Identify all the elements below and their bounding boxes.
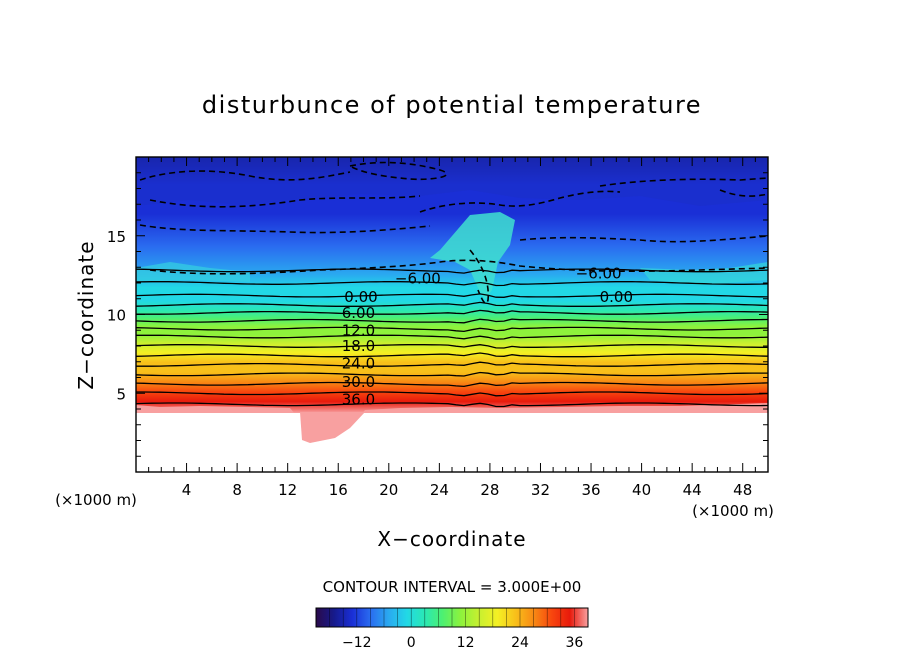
- isoline: [136, 371, 768, 377]
- x-axis: 4 8 12 16 20 24 28 32 36 40 44 48: [148, 157, 756, 499]
- contour-interval-text: CONTOUR INTERVAL = 3.000E+00: [323, 578, 582, 596]
- contour-label: 18.0: [342, 337, 375, 355]
- contour-labels: −6.00 −6.000.00 0.006.0012.018.024.030.036…: [342, 265, 633, 409]
- contour-label: 24.0: [342, 354, 375, 372]
- contour-lines: [136, 268, 768, 408]
- cyan-intrusion: [430, 212, 515, 300]
- x-tick-label: 16: [329, 481, 348, 499]
- y-tick-label: 5: [116, 385, 126, 403]
- x-tick-label: 8: [232, 481, 242, 499]
- contour-label: 36.0: [342, 391, 375, 409]
- isoline: [136, 309, 768, 315]
- x-tick-label: 4: [182, 481, 192, 499]
- isoline: [136, 361, 768, 367]
- contour-label: 0.00: [600, 288, 633, 306]
- isoline: [136, 293, 768, 298]
- isoline: [136, 402, 768, 408]
- isoline: [136, 344, 768, 349]
- dashed-contour-3: [149, 195, 421, 208]
- y-axis: 5 10 15: [107, 172, 768, 457]
- isoline: [136, 318, 768, 324]
- x-tick-label: 36: [581, 481, 600, 499]
- dashed-contour-7: [419, 190, 621, 213]
- cyan-band-left: [136, 262, 250, 282]
- lower-pink-plume-extension: [300, 412, 365, 443]
- isoline: [136, 352, 768, 358]
- contour-label: 0.00: [344, 288, 377, 306]
- x-tick-label: 24: [430, 481, 449, 499]
- contour-label: 6.00: [342, 304, 375, 322]
- x-tick-label: 44: [683, 481, 702, 499]
- dashed-contour-6: [347, 161, 448, 181]
- dashed-contour-10: [719, 189, 768, 197]
- colorbar-tick-label: 0: [407, 635, 416, 651]
- dashed-contour-1: [149, 259, 768, 275]
- dashed-contour-9: [469, 249, 490, 305]
- dashed-contour-8: [139, 170, 351, 181]
- x-tick-label: 48: [733, 481, 752, 499]
- x-unit-right: (×1000 m): [692, 502, 774, 520]
- dashed-contours: [139, 161, 768, 305]
- colorbar-tick-label: 36: [565, 635, 583, 651]
- dashed-contour-4: [519, 235, 768, 243]
- colorbar-tick-label: −12: [342, 635, 372, 651]
- x-unit-left: (×1000 m): [55, 491, 137, 509]
- below-terrain-blank: [136, 413, 768, 472]
- chart-title: disturbunce of potential temperature: [202, 91, 702, 119]
- dashed-contour-2: [139, 224, 431, 234]
- colorbar-tick-label: 24: [511, 635, 529, 651]
- x-tick-label: 28: [480, 481, 499, 499]
- isoline: [136, 326, 768, 333]
- x-tick-label: 40: [632, 481, 651, 499]
- dark-blue-top: [136, 157, 768, 206]
- contour-label: 12.0: [342, 321, 375, 339]
- temperature-field: [136, 157, 768, 472]
- y-tick-label: 15: [107, 228, 126, 246]
- x-axis-label: X−coordinate: [377, 527, 526, 551]
- isoline: [136, 301, 768, 307]
- isoline: [136, 281, 768, 287]
- isoline: [136, 334, 768, 340]
- y-tick-label: 10: [107, 307, 126, 325]
- dashed-contour-5: [599, 177, 768, 187]
- x-tick-label: 12: [278, 481, 297, 499]
- cyan-band-right: [640, 262, 768, 285]
- y-axis-label: Z−coordinate: [74, 240, 98, 389]
- isoline: [136, 381, 768, 388]
- contour-label: −6.00: [576, 265, 622, 283]
- colorbar-tick-label: 12: [457, 635, 475, 651]
- contour-label: 30.0: [342, 373, 375, 391]
- x-tick-label: 32: [531, 481, 550, 499]
- x-tick-label: 20: [379, 481, 398, 499]
- contour-label: −6.00: [395, 269, 441, 287]
- colorbar-ticks: −12 0 12 24 36: [315, 608, 589, 651]
- isoline: [136, 391, 768, 397]
